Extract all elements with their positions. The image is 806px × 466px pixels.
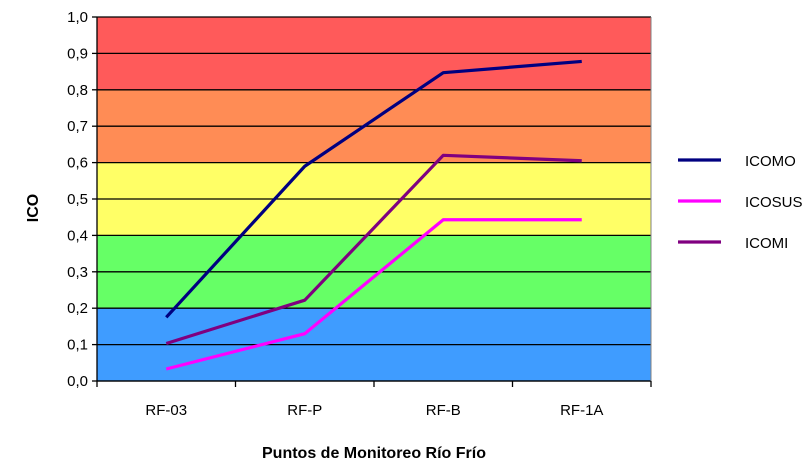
legend-label-icomi: ICOMI <box>745 235 788 252</box>
series-lines <box>165 59 582 371</box>
y-tick-label: 0,6 <box>67 155 88 172</box>
series-line-icomi <box>165 153 582 346</box>
y-tick-label: 1,0 <box>67 9 88 26</box>
y-tick-label: 0,9 <box>67 45 88 62</box>
legend-label-icosus: ICOSUS <box>745 194 803 211</box>
y-tick-label: 0,8 <box>67 82 88 99</box>
x-tick-labels: RF-03 RF-P RF-B RF-1A <box>145 402 603 419</box>
x-tick-label: RF-P <box>287 402 322 419</box>
legend: ICOMO ICOSUS ICOMI <box>678 153 803 252</box>
x-tick-label: RF-1A <box>560 402 603 419</box>
y-tick-label: 0,0 <box>67 373 88 390</box>
y-axis-title: ICO <box>25 194 42 222</box>
axes <box>92 16 652 387</box>
series-line-icomo <box>165 59 582 319</box>
y-tick-label: 0,2 <box>67 300 88 317</box>
series-line-icosus <box>165 218 582 371</box>
gridlines <box>97 16 651 382</box>
y-tick-label: 0,1 <box>67 337 88 354</box>
y-tick-label: 0,4 <box>67 227 88 244</box>
y-tick-label: 0,5 <box>67 191 88 208</box>
legend-label-icomo: ICOMO <box>745 153 796 170</box>
y-tick-label: 0,7 <box>67 118 88 135</box>
x-axis-title: Puntos de Monitoreo Río Frío <box>262 445 486 462</box>
y-tick-labels: 0,0 0,1 0,2 0,3 0,4 0,5 0,6 0,7 0,8 0,9 1,0 <box>67 9 88 390</box>
y-tick-label: 0,3 <box>67 264 88 281</box>
x-tick-label: RF-B <box>426 402 461 419</box>
x-tick-label: RF-03 <box>145 402 187 419</box>
